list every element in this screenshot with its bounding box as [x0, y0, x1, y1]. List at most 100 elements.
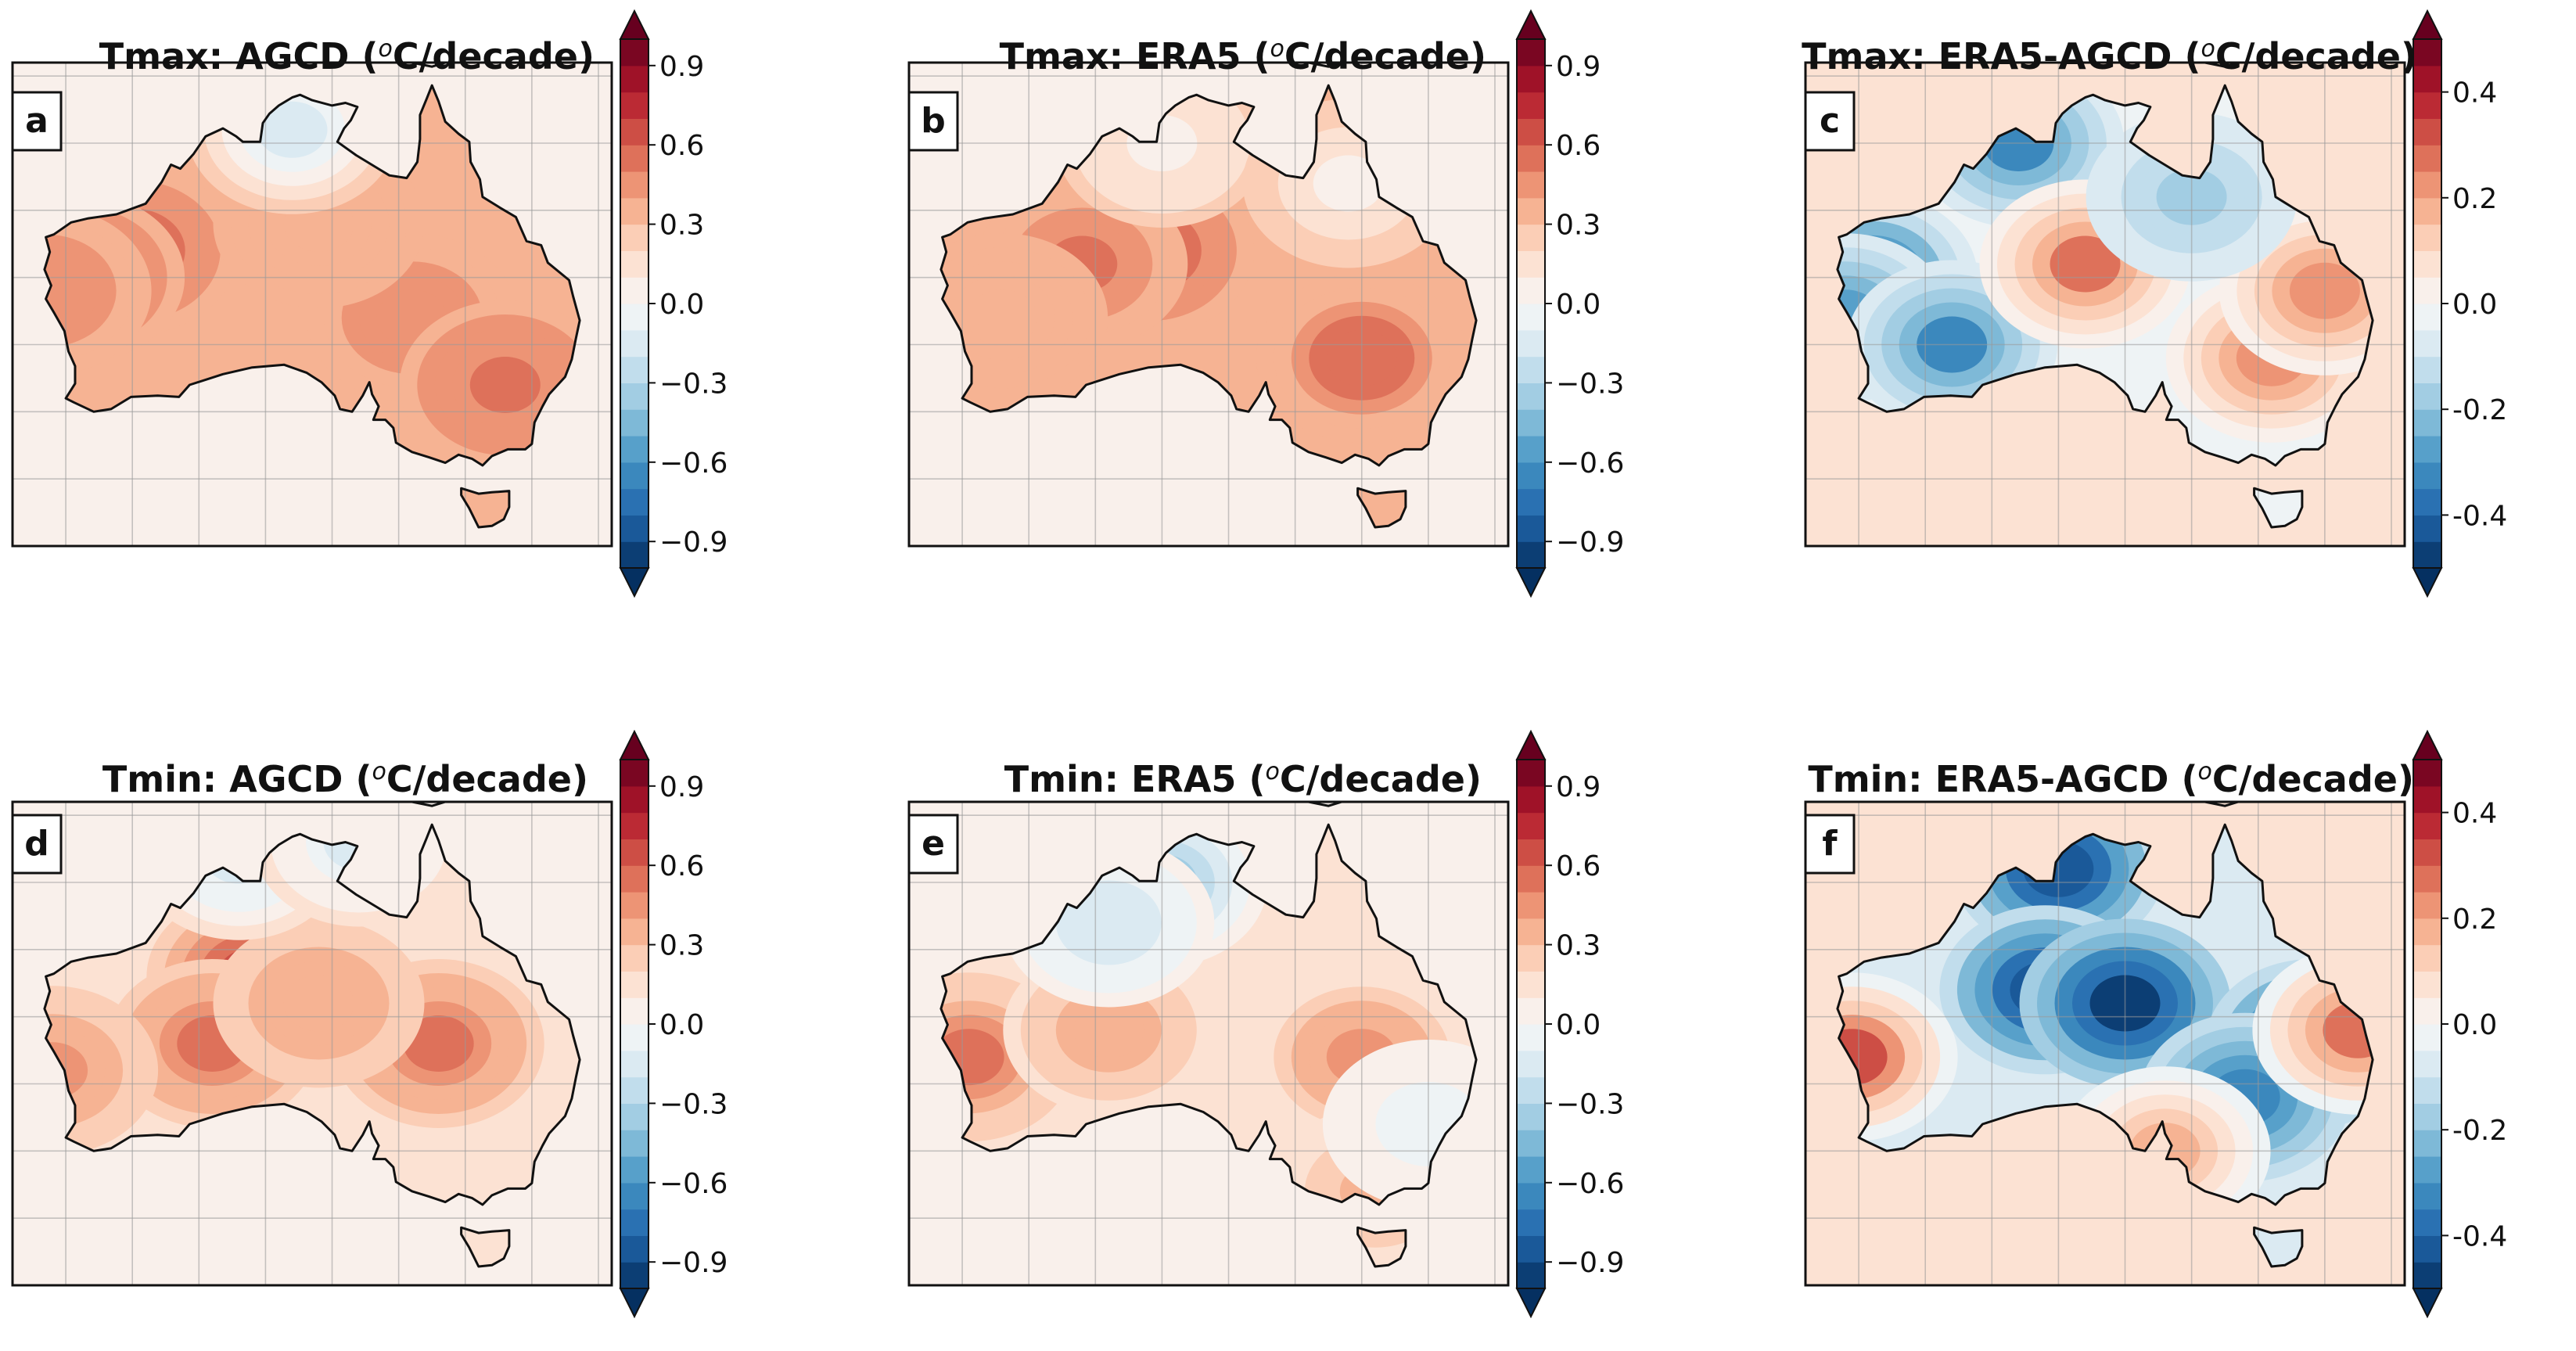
colorbar-tick-label: 0.6: [1556, 850, 1601, 882]
panel-label: a: [25, 101, 49, 141]
colorbar-band: [2413, 409, 2441, 437]
colorbar-band: [620, 436, 648, 463]
trend-field: [1805, 802, 2405, 1285]
colorbar-band: [1517, 1130, 1545, 1157]
colorbar-band: [1517, 1156, 1545, 1184]
colorbar-band: [620, 145, 648, 172]
colorbar-band: [620, 488, 648, 516]
colorbar-band: [1517, 1182, 1545, 1210]
colorbar-tick-label: 0.6: [659, 850, 704, 882]
colorbar-extend-max: [2412, 9, 2443, 40]
colorbar-tick-label: 0.9: [659, 51, 704, 83]
panel-title: Tmin: AGCD (oC/decade): [102, 758, 588, 800]
colorbar-band: [1517, 462, 1545, 490]
colorbar-band: [620, 409, 648, 437]
colorbar-tick-label: 0.3: [659, 210, 704, 242]
colorbar-tick-label: 0.0: [659, 289, 704, 321]
coastline-mainland: [1836, 84, 2374, 467]
colorbar-band: [2413, 92, 2441, 119]
colorbar-band: [2413, 224, 2441, 251]
colorbar-band: [2413, 145, 2441, 172]
colorbar-band: [620, 1076, 648, 1104]
map-frame: [1804, 800, 2406, 1287]
colorbar-band: [620, 329, 648, 358]
colorbar-band: [620, 92, 648, 119]
colorbar-tick-label: 0.9: [1556, 51, 1601, 83]
panel-label-box: [1804, 91, 1856, 152]
map-area: [1805, 63, 2405, 546]
colorbar-band: [2413, 997, 2441, 1025]
coastline-tasmania: [2253, 487, 2304, 529]
colorbar-band: [2413, 436, 2441, 463]
colorbar-band: [620, 462, 648, 490]
colorbar-tick-label: -0.4: [2452, 1220, 2507, 1252]
panel-label: c: [1820, 101, 1840, 141]
colorbar-band: [620, 356, 648, 383]
colorbar: −0.9 −0.6 −0.3 0.0 0.3 0.6 0.9: [619, 9, 728, 598]
colorbar-band: [620, 1262, 648, 1289]
colorbar-band: [2413, 1076, 2441, 1104]
coastline-tasmania: [460, 487, 511, 529]
map-frame: [907, 61, 1510, 548]
coastline-new-guinea: [2204, 802, 2239, 807]
colorbar-band: [620, 892, 648, 919]
colorbar-band: [620, 515, 648, 542]
colorbar-band: [2413, 171, 2441, 199]
colorbar-band: [2413, 1209, 2441, 1236]
trend-field: [13, 63, 612, 546]
panel-label: e: [922, 824, 945, 864]
colorbar-band: [620, 541, 648, 569]
colorbar-band: [2413, 812, 2441, 839]
colorbar-band: [1517, 65, 1545, 93]
colorbar-extend-max: [1515, 729, 1547, 760]
colorbar-tick-label: 0.4: [2452, 798, 2497, 830]
colorbar-band: [1517, 356, 1545, 383]
colorbar-band: [620, 250, 648, 278]
trend-contour: [1073, 1001, 1144, 1058]
map-frame: [11, 61, 613, 548]
colorbar-tick-label: −0.9: [1556, 526, 1624, 559]
colorbar-band: [1517, 304, 1545, 331]
colorbar-band: [1517, 224, 1545, 251]
colorbar-extend-max: [1515, 9, 1547, 40]
trend-contour: [2323, 1001, 2373, 1058]
colorbar-band: [2413, 1050, 2441, 1078]
trend-contour: [1073, 894, 1144, 951]
colorbar-band: [2413, 304, 2441, 331]
colorbar-tick-label: 0.3: [1556, 210, 1601, 242]
colorbar-tick-label: 0.0: [1556, 289, 1601, 321]
colorbar-tick-label: 0.6: [659, 130, 704, 162]
colorbar-extend-max: [619, 729, 650, 760]
colorbar-band: [620, 997, 648, 1025]
panel-title: Tmin: ERA5-AGCD (oC/decade): [1808, 758, 2414, 800]
map-area: [909, 63, 1508, 546]
panel-e: e Tmin: ERA5 (oC/decade) −0.9 −0.6 −0.3 0.0…: [907, 729, 1624, 1319]
trend-field: [909, 63, 1508, 546]
coastline-new-guinea: [411, 802, 446, 807]
colorbar-band: [620, 65, 648, 93]
colorbar-extend-min: [1515, 1288, 1547, 1319]
colorbar-tick-label: −0.6: [659, 1168, 728, 1200]
gridlines: [909, 63, 1508, 546]
colorbar-tick-label: −0.9: [659, 526, 728, 559]
panel-c: c Tmax: ERA5-AGCD (oC/decade) -0.4 -0.2 0.…: [1802, 9, 2507, 598]
colorbar-band: [1517, 118, 1545, 146]
panel-a: a Tmax: AGCD (oC/decade) −0.9 −0.6 −0.3 0.0…: [11, 9, 728, 598]
colorbar-band: [620, 304, 648, 331]
coastline-new-guinea: [411, 63, 446, 68]
colorbar-band: [1517, 785, 1545, 814]
colorbar-extend-max: [2412, 729, 2443, 760]
colorbar-tick-label: -0.4: [2452, 500, 2507, 532]
colorbar-tick-label: 0.2: [2452, 183, 2497, 215]
colorbar-band: [1517, 839, 1545, 866]
panel-label: d: [24, 824, 49, 864]
colorbar-extend-max: [619, 9, 650, 40]
gridlines: [13, 802, 612, 1285]
map-frame: [1804, 61, 2406, 548]
colorbar-tick-label: 0.0: [2452, 289, 2497, 321]
colorbar-band: [2413, 1130, 2441, 1157]
colorbar-band: [620, 865, 648, 893]
coastline-mainland: [1836, 823, 2374, 1206]
colorbar-band: [2413, 515, 2441, 542]
colorbar-band: [620, 918, 648, 946]
